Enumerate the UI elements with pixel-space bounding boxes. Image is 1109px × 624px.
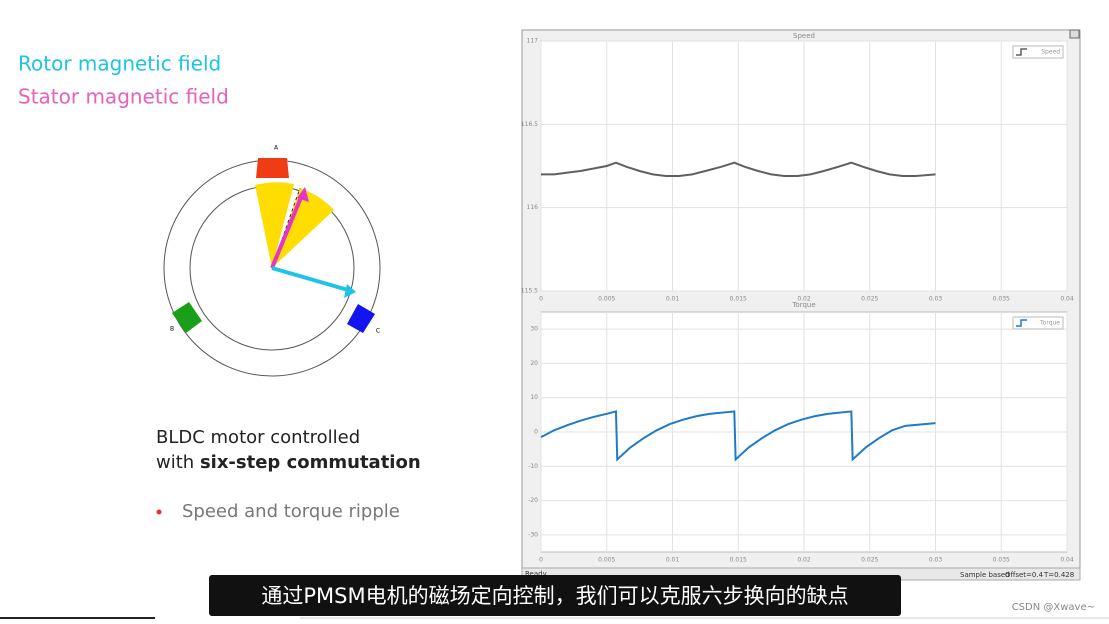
heading: BLDC motor controlled (156, 427, 360, 448)
legend-icon (1016, 48, 1027, 56)
x-tick-label: 0.015 (730, 557, 747, 564)
phase-label: B (170, 326, 174, 333)
heading-bold: six-step commutation (200, 452, 421, 473)
x-tick-label: 0.025 (861, 296, 878, 303)
motor-diagram (163, 158, 381, 377)
y-tick-label: 115.5 (521, 288, 538, 295)
subtitle-box (209, 575, 901, 616)
x-tick-label: 0.035 (993, 557, 1010, 564)
legend-label: Speed (1041, 49, 1060, 56)
x-tick-label: 0.04 (1060, 557, 1074, 564)
y-tick-label: 117 (527, 38, 539, 45)
y-tick-label: -30 (528, 531, 538, 538)
x-tick-label: 0.025 (861, 557, 878, 564)
x-tick-label: 0.04 (1060, 296, 1074, 303)
x-tick-label: 0.01 (666, 557, 680, 564)
series-line (541, 161, 936, 177)
y-tick-label: 0 (534, 429, 538, 436)
plots: Speed 115.5 116 116.5 117 0 0.005 0.01 0.015 0.02… (521, 32, 1074, 564)
y-tick-label: 116.5 (521, 121, 538, 128)
y-tick-label: -10 (528, 463, 538, 470)
status-sample: Sample based (960, 571, 1010, 579)
series-line (540, 410, 936, 462)
status-ready: Ready (525, 570, 547, 578)
x-tick-label: 0 (539, 296, 543, 303)
y-tick-label: 30 (530, 326, 538, 333)
x-tick-label: 0.035 (993, 296, 1010, 303)
phase-label: A (274, 145, 279, 152)
bullet-dot (156, 509, 162, 515)
x-tick-label: 0.01 (666, 296, 680, 303)
status-offset: Offset=0.4 (1005, 571, 1044, 579)
y-tick-label: 20 (530, 360, 538, 367)
x-tick-label: 0 (539, 557, 543, 564)
legend-label: Torque (1039, 320, 1060, 327)
y-tick-label: -20 (528, 497, 538, 504)
plot-title: Torque (791, 301, 815, 309)
y-tick-label: 10 (530, 394, 538, 401)
watermark: CSDN @Xwave~ (1012, 602, 1095, 613)
status-time: T=0.428 (1043, 571, 1074, 579)
x-tick-label: 0.03 (929, 296, 943, 303)
y-tick-label: 116 (527, 204, 539, 211)
x-tick-label: 0.03 (929, 557, 943, 564)
subtitle: 通过PMSM电机的磁场定向控制，我们可以克服六步换向的缺点 (261, 584, 848, 608)
bullet-text: Speed and torque ripple (182, 501, 400, 522)
x-tick-label: 0.005 (598, 296, 615, 303)
scope-button[interactable] (1069, 29, 1080, 39)
plot-title: Speed (793, 32, 815, 40)
x-tick-label: 0.02 (797, 557, 811, 564)
heading-prefix: with (156, 452, 194, 473)
stator-label: Stator magnetic field (18, 85, 229, 109)
x-tick-label: 0.02 (797, 296, 811, 303)
x-tick-label: 0.015 (730, 296, 747, 303)
rotor-label: Rotor magnetic field (18, 52, 221, 76)
x-tick-label: 0.005 (598, 557, 615, 564)
phase-label: C (376, 328, 380, 335)
legend-icon (1016, 319, 1027, 327)
heading: with six-step commutation (156, 452, 421, 473)
